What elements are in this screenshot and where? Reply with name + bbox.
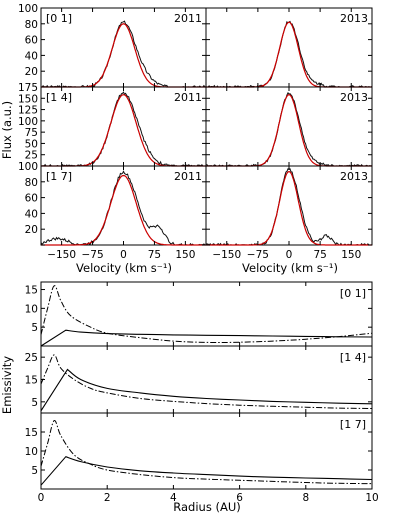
y-tick-label: 125: [18, 105, 38, 117]
y-tick-label: 15: [25, 427, 38, 439]
y-tick-label: 5: [31, 397, 38, 409]
y-tick-label: 40: [25, 208, 38, 220]
x-tick-label: −75: [247, 249, 269, 261]
y-tick-label: 15: [25, 375, 38, 387]
y-tick-label: 80: [25, 177, 38, 189]
dashdot-model-line: [40, 285, 373, 344]
y-tick-label: 60: [25, 35, 38, 47]
solid-model-line: [40, 329, 373, 347]
model-line: [206, 94, 372, 167]
y-tick-label: 25: [25, 150, 38, 162]
top-y-label: Flux (a.u.): [0, 101, 14, 159]
top-x-label-left: Velocity (km s⁻¹): [76, 261, 172, 275]
solid-model-line: [40, 368, 373, 412]
x-tick-label: 2: [104, 492, 111, 504]
x-tick-label: −150: [47, 249, 76, 261]
y-tick-label: 100: [18, 3, 38, 15]
x-tick-label: 75: [313, 249, 326, 261]
model-line: [41, 94, 206, 167]
y-tick-label: 15: [25, 285, 38, 297]
y-tick-label: 10: [25, 446, 38, 458]
y-tick-label: 25: [25, 352, 38, 364]
row-transition-label: [1 7]: [340, 418, 366, 431]
year-label: 2011: [174, 12, 202, 25]
profile-panel-2-1: −150 −75 0 75 150 2013: [205, 165, 373, 261]
row-transition-label: [0 1]: [340, 287, 366, 300]
profile-panel-0-0: 20 40 60 80 100 2011 [0 1]: [18, 3, 207, 88]
row-transition-label: [1 4]: [340, 351, 366, 364]
dashdot-model-line: [40, 354, 373, 409]
year-label: 2013: [340, 170, 368, 183]
emissivity-panel-0: 5 10 15 [0 1]: [25, 281, 373, 347]
emissivity-grid: 5 10 15 [0 1] 5 15 25 [1 4] 0 2 4 6 8 10 5 10 15 [1 7]: [25, 281, 379, 504]
y-tick-label: 40: [25, 50, 38, 62]
emissivity-panel-2: 0 2 4 6 8 10 5 10 15 [1 7]: [25, 412, 379, 504]
x-tick-label: 0: [120, 249, 127, 261]
bottom-y-label: Emissivity: [0, 356, 14, 414]
y-tick-label: 80: [25, 19, 38, 31]
row-transition-label: [0 1]: [46, 12, 72, 25]
x-tick-label: 75: [148, 249, 161, 261]
dashdot-model-line: [40, 420, 373, 485]
y-tick-label: 100: [18, 116, 38, 128]
y-tick-label: 5: [31, 465, 38, 477]
year-label: 2011: [174, 91, 202, 104]
profile-panel-0-1: 2013: [205, 7, 373, 88]
profile-panel-2-0: −150 −75 0 75 150 20 40 60 80 100 2011 [1 7]: [18, 161, 207, 261]
y-tick-label: 5: [31, 322, 38, 334]
emissivity-panel-1: 5 15 25 [1 4]: [25, 345, 373, 414]
y-tick-label: 50: [25, 138, 38, 150]
y-tick-label: 100: [18, 161, 38, 173]
solid-model-line: [40, 456, 373, 486]
x-tick-label: −75: [81, 249, 103, 261]
model-line: [41, 23, 206, 88]
y-tick-label: 10: [25, 303, 38, 315]
y-tick-label: 150: [18, 93, 38, 105]
profile-panel-1-1: 2013: [205, 86, 373, 167]
model-line: [206, 21, 372, 88]
bottom-x-label: Radius (AU): [173, 500, 240, 514]
year-label: 2013: [340, 91, 368, 104]
y-tick-label: 20: [25, 66, 38, 78]
row-transition-label: [1 4]: [46, 91, 72, 104]
x-tick-label: 6: [236, 492, 243, 504]
observed-line: [205, 20, 373, 88]
observed-line: [41, 20, 207, 88]
y-tick-label: 175: [18, 82, 38, 94]
year-label: 2013: [340, 12, 368, 25]
row-transition-label: [1 7]: [46, 170, 72, 183]
y-tick-label: 20: [25, 224, 38, 236]
x-tick-label: 8: [302, 492, 309, 504]
year-label: 2011: [174, 170, 202, 183]
x-tick-label: 0: [286, 249, 293, 261]
x-tick-label: 150: [175, 249, 195, 261]
y-tick-label: 60: [25, 193, 38, 205]
x-tick-label: 10: [365, 492, 378, 504]
model-line: [206, 170, 372, 246]
x-tick-label: 150: [341, 249, 361, 261]
model-line: [41, 174, 206, 246]
x-tick-label: 0: [38, 492, 45, 504]
x-tick-label: 4: [170, 492, 177, 504]
panel-frame: [40, 412, 373, 490]
x-tick-label: −150: [212, 249, 241, 261]
y-tick-label: 75: [25, 127, 38, 139]
top-x-label-right: Velocity (km s⁻¹): [242, 261, 338, 275]
